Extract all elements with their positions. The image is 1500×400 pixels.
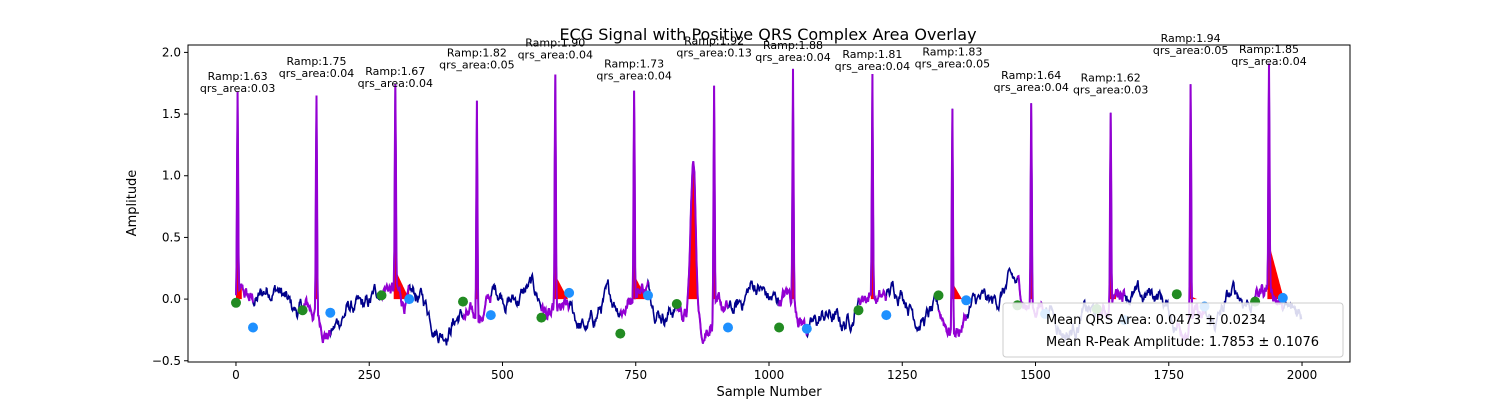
peak-amplitude-label-7: Ramp:1.92: [684, 34, 744, 47]
qrs-offset-marker-2: [325, 307, 336, 318]
x-tick-label: 250: [358, 368, 381, 382]
x-tick-label: 750: [624, 368, 647, 382]
y-axis-title: Amplitude: [125, 170, 140, 237]
qrs-segment-5: [540, 74, 571, 321]
x-tick-label: 1500: [1020, 368, 1051, 382]
y-tick-label: 0.0: [162, 292, 181, 306]
y-tick-label: 2.0: [162, 45, 181, 59]
qrs-onset-marker-8: [774, 322, 785, 333]
y-tick-label: 0.5: [162, 230, 181, 244]
qrs-onset-marker-5: [536, 312, 547, 323]
peak-amplitude-label-1: Ramp:1.63: [208, 70, 268, 83]
peak-qrs-area-label-6: qrs_area:0.04: [596, 70, 671, 83]
qrs-segment-7: [675, 85, 729, 344]
peak-amplitude-label-9: Ramp:1.81: [842, 48, 902, 61]
qrs-onset-marker-9: [853, 305, 864, 316]
x-tick-label: 0: [232, 368, 240, 382]
qrs-offset-marker-9: [881, 310, 892, 321]
qrs-segment-4: [462, 100, 492, 324]
peak-qrs-area-label-14: qrs_area:0.04: [1231, 55, 1306, 68]
y-tick-label: 1.5: [162, 107, 181, 121]
peak-qrs-area-label-1: qrs_area:0.03: [200, 82, 275, 95]
peak-qrs-area-label-7: qrs_area:0.13: [676, 46, 751, 59]
peak-qrs-area-label-9: qrs_area:0.04: [835, 60, 910, 73]
qrs-area-fill-6: [632, 90, 647, 300]
qrs-offset-marker-10: [961, 295, 972, 306]
peak-qrs-area-label-5: qrs_area:0.04: [518, 49, 593, 62]
peak-amplitude-label-3: Ramp:1.67: [365, 65, 425, 78]
x-axis-title: Sample Number: [716, 385, 822, 400]
y-tick-label: −0.5: [152, 354, 181, 368]
qrs-segment-2: [301, 95, 332, 344]
x-axis: 0 250 500 750 1000 1250 1500 1750 2000: [232, 362, 1317, 382]
qrs-onset-marker-3: [376, 290, 387, 301]
peak-amplitude-label-13: Ramp:1.94: [1161, 32, 1221, 45]
peak-amplitude-label-2: Ramp:1.75: [286, 55, 346, 68]
qrs-onset-marker-4: [458, 296, 468, 307]
peak-qrs-area-label-8: qrs_area:0.04: [755, 51, 830, 64]
peak-amplitude-label-11: Ramp:1.64: [1001, 69, 1061, 82]
qrs-segment-3: [380, 84, 410, 315]
peak-amplitude-label-6: Ramp:1.73: [604, 58, 664, 71]
qrs-offset-marker-7: [723, 322, 733, 333]
qrs-onset-marker-13: [1171, 289, 1182, 300]
legend-entry-qrs-area: Mean QRS Area: 0.0473 ± 0.0234: [1046, 313, 1266, 328]
x-tick-label: 500: [491, 368, 514, 382]
peak-amplitude-label-14: Ramp:1.85: [1239, 43, 1299, 56]
qrs-offset-marker-3: [404, 294, 415, 305]
x-tick-label: 2000: [1287, 368, 1318, 382]
peak-amplitude-label-12: Ramp:1.62: [1081, 71, 1141, 84]
peak-qrs-area-label-11: qrs_area:0.04: [993, 81, 1068, 94]
qrs-onset-marker-2: [297, 305, 308, 316]
peak-qrs-area-label-12: qrs_area:0.03: [1073, 83, 1148, 96]
qrs-segment-10: [937, 108, 968, 339]
peak-amplitude-label-8: Ramp:1.88: [763, 39, 823, 52]
x-tick-label: 1750: [1153, 368, 1184, 382]
qrs-offset-marker-4: [485, 310, 496, 321]
peak-amplitude-label-10: Ramp:1.83: [922, 45, 982, 58]
peak-qrs-area-label-4: qrs_area:0.05: [439, 59, 514, 72]
legend-box: [1002, 302, 1344, 358]
qrs-onset-marker-1: [231, 297, 241, 308]
qrs-segment-8: [778, 68, 808, 336]
qrs-onset-marker-6: [615, 328, 626, 339]
legend: Mean QRS Area: 0.0473 ± 0.0234 Mean R-Pe…: [1002, 302, 1344, 358]
y-axis: −0.5 0.0 0.5 1.0 1.5 2.0: [152, 45, 188, 368]
qrs-onset-marker-10: [933, 290, 944, 301]
plot-area: [231, 63, 1303, 346]
peak-qrs-area-label-2: qrs_area:0.04: [279, 67, 354, 80]
qrs-segment-6: [619, 90, 649, 320]
legend-entry-r-peak-amplitude: Mean R-Peak Amplitude: 1.7853 ± 0.1076: [1046, 335, 1319, 350]
x-tick-label: 1000: [754, 368, 785, 382]
peak-qrs-area-label-10: qrs_area:0.05: [915, 57, 990, 70]
peak-qrs-area-label-13: qrs_area:0.05: [1153, 44, 1228, 57]
peak-amplitude-label-4: Ramp:1.82: [447, 47, 507, 60]
peak-qrs-area-label-3: qrs_area:0.04: [358, 77, 433, 90]
qrs-segment-9: [857, 73, 888, 306]
qrs-segment-1: [235, 91, 254, 303]
x-tick-label: 1250: [887, 368, 918, 382]
peak-label-layer: Ramp:1.63qrs_area:0.03Ramp:1.75qrs_area:…: [200, 32, 1307, 97]
qrs-offset-marker-1: [248, 322, 258, 333]
qrs-offset-marker-8: [801, 323, 812, 334]
qrs-offset-marker-5: [564, 287, 575, 298]
qrs-onset-marker-7: [671, 299, 682, 309]
qrs-offset-marker-14: [1277, 292, 1288, 303]
peak-amplitude-label-5: Ramp:1.90: [525, 37, 585, 50]
y-tick-label: 1.0: [162, 169, 181, 183]
qrs-offset-marker-6: [643, 290, 653, 301]
chart-title: ECG Signal with Positive QRS Complex Are…: [559, 25, 976, 44]
